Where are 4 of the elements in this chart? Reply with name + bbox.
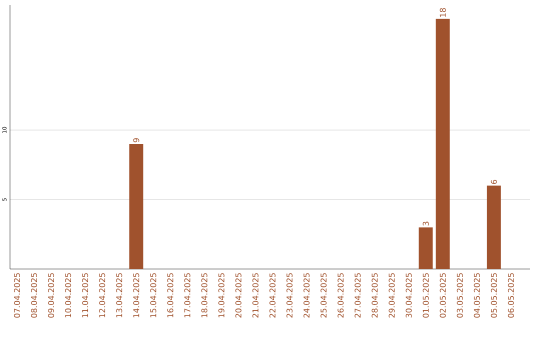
bar bbox=[486, 186, 501, 269]
bar bbox=[129, 144, 144, 269]
bar bbox=[436, 18, 450, 269]
bar bbox=[418, 227, 433, 269]
